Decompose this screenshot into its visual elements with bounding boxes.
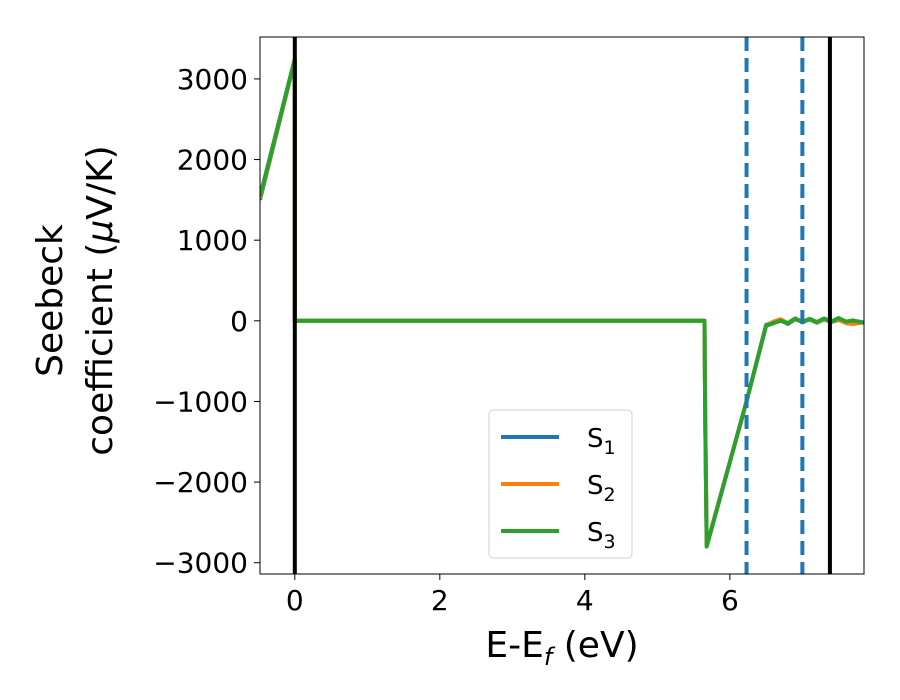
y-tick-label: −3000	[153, 547, 248, 580]
y-axis: 3000 2000 1000 0 −1000 −2000 −3000	[153, 63, 260, 580]
y-tick-label: 1000	[177, 224, 248, 257]
legend-box	[488, 409, 633, 559]
y-axis-label-line1: Seebeck	[30, 224, 71, 377]
plot-frame	[259, 36, 865, 575]
plot-area	[260, 56, 864, 549]
x-tick-label: 4	[576, 584, 594, 617]
series-line-s3	[260, 56, 864, 549]
y-tick-label: 2000	[177, 144, 248, 177]
y-tick-label: 0	[230, 305, 248, 338]
reference-lines	[292, 37, 832, 574]
legend-label-s1: S1	[587, 424, 616, 459]
x-tick-label: 2	[431, 584, 449, 617]
legend-label-s3: S3	[587, 518, 616, 553]
x-axis: 0 2 4 6	[286, 574, 739, 617]
legend: S1 S2 S3	[488, 409, 633, 559]
y-tick-label: −1000	[153, 385, 248, 418]
y-tick-label: −2000	[153, 466, 248, 499]
y-axis-label-line2: coefficient (μV/K)	[80, 145, 121, 455]
y-tick-label: 3000	[177, 63, 248, 96]
y-axis-label: Seebeck coefficient (μV/K)	[30, 145, 121, 455]
x-axis-label: E-Ef (eV)	[485, 625, 638, 671]
legend-label-s2: S2	[587, 471, 616, 506]
x-tick-label: 0	[286, 584, 304, 617]
x-tick-label: 6	[721, 584, 739, 617]
